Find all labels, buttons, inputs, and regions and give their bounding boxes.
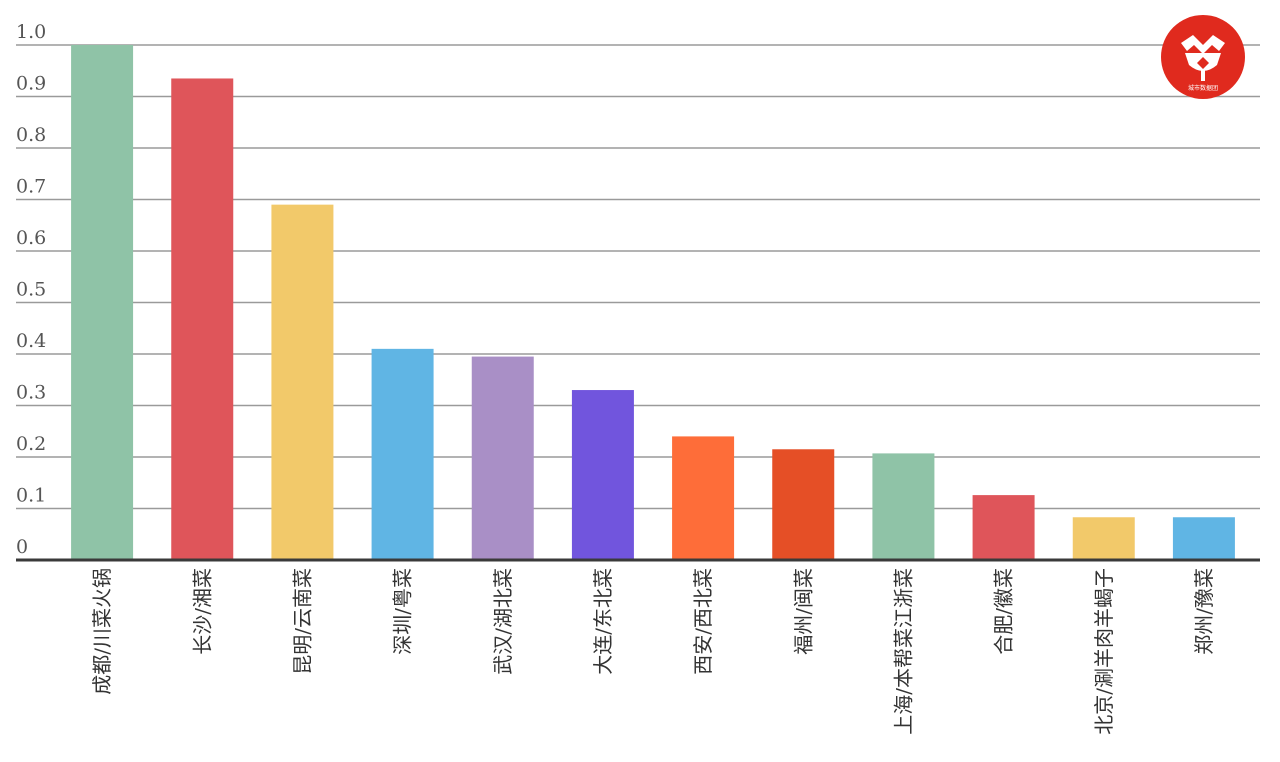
y-tick-label: 0.4 bbox=[16, 330, 46, 352]
x-category-label: 武汉/湖北菜 bbox=[491, 568, 515, 675]
bar bbox=[672, 436, 735, 560]
y-tick-label: 0 bbox=[16, 536, 28, 558]
x-category-label: 深圳/粤菜 bbox=[391, 568, 415, 655]
y-tick-label: 0.8 bbox=[16, 124, 46, 146]
y-tick-label: 0.9 bbox=[16, 73, 46, 95]
bar bbox=[371, 348, 434, 560]
x-category-label: 上海/本帮菜江浙菜 bbox=[891, 568, 915, 735]
bar bbox=[1072, 517, 1135, 560]
bar bbox=[471, 356, 534, 560]
x-category-label: 合肥/徽菜 bbox=[992, 568, 1016, 655]
y-axis-ticks: 0 0.1 0.2 0.3 0.4 0.5 0.6 0.7 0.8 0.9 1.0 bbox=[16, 21, 46, 558]
y-tick-label: 1.0 bbox=[16, 21, 46, 43]
y-tick-label: 0.3 bbox=[16, 382, 46, 404]
bar bbox=[271, 204, 334, 560]
bars bbox=[71, 45, 1235, 560]
bar bbox=[872, 453, 935, 560]
logo-mark-icon bbox=[1181, 35, 1225, 81]
y-tick-label: 0.7 bbox=[16, 176, 46, 198]
bar bbox=[772, 449, 835, 560]
x-category-label: 长沙/湘菜 bbox=[190, 568, 214, 655]
x-category-label: 大连/东北菜 bbox=[591, 568, 615, 675]
bar bbox=[1172, 517, 1235, 560]
x-category-label: 成都/川菜火锅 bbox=[90, 568, 114, 695]
x-category-label: 郑州/豫菜 bbox=[1192, 568, 1216, 655]
logo-caption: 城市数据团 bbox=[1188, 84, 1218, 92]
x-category-label: 北京/涮羊肉羊蝎子 bbox=[1092, 568, 1116, 735]
bar bbox=[171, 78, 234, 560]
bar bbox=[972, 495, 1035, 560]
y-tick-label: 0.5 bbox=[16, 279, 46, 301]
y-tick-label: 0.1 bbox=[16, 485, 46, 507]
x-category-label: 昆明/云南菜 bbox=[290, 568, 314, 675]
x-category-label: 西安/西北菜 bbox=[691, 568, 715, 675]
x-category-label: 福州/闽菜 bbox=[791, 568, 815, 655]
logo: 城市数据团 bbox=[1161, 15, 1245, 99]
y-tick-label: 0.2 bbox=[16, 433, 46, 455]
bar bbox=[71, 45, 134, 560]
bar bbox=[571, 390, 634, 560]
category-labels: 成都/川菜火锅 长沙/湘菜 昆明/云南菜 深圳/粤菜 武汉/湖北菜 大连/东北菜 西安/西北… bbox=[90, 568, 1216, 735]
y-tick-label: 0.6 bbox=[16, 227, 46, 249]
